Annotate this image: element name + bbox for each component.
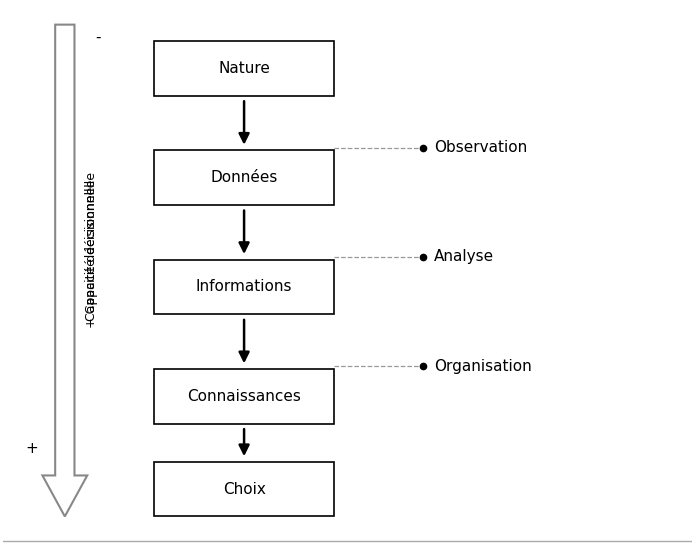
FancyBboxPatch shape <box>154 41 334 95</box>
FancyBboxPatch shape <box>154 259 334 314</box>
Polygon shape <box>42 25 88 517</box>
Text: Capacité décisionnelle: Capacité décisionnelle <box>85 179 98 321</box>
Text: + Capacité décisionnelle: + Capacité décisionnelle <box>85 52 98 208</box>
Text: Informations: Informations <box>196 279 293 294</box>
Text: Organisation: Organisation <box>434 359 532 374</box>
FancyBboxPatch shape <box>154 150 334 205</box>
Text: + Capacité décisionnelle: + Capacité décisionnelle <box>85 172 98 328</box>
Text: -: - <box>95 30 100 45</box>
Text: Choix: Choix <box>222 481 265 497</box>
Text: Données: Données <box>211 170 278 185</box>
Text: Analyse: Analyse <box>434 250 494 264</box>
FancyBboxPatch shape <box>154 462 334 517</box>
Text: Connaissances: Connaissances <box>187 389 301 404</box>
Text: +: + <box>26 440 38 455</box>
Text: Observation: Observation <box>434 140 527 155</box>
FancyBboxPatch shape <box>154 369 334 423</box>
Text: Nature: Nature <box>218 61 270 76</box>
